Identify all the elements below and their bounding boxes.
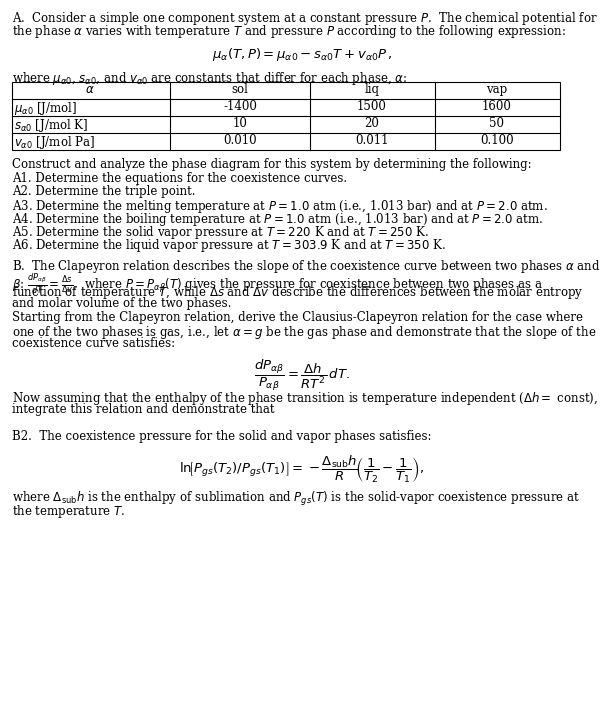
Text: vap: vap [486, 83, 508, 96]
Text: 0.100: 0.100 [480, 134, 514, 147]
Text: 20: 20 [365, 117, 379, 130]
Text: A.  Consider a simple one component system at a constant pressure $P$.  The chem: A. Consider a simple one component syste… [12, 10, 598, 27]
Text: -1400: -1400 [223, 100, 257, 113]
Text: B.  The Clapeyron relation describes the slope of the coexistence curve between : B. The Clapeyron relation describes the … [12, 258, 601, 275]
Text: $s_{\alpha 0}$ [J/mol K]: $s_{\alpha 0}$ [J/mol K] [14, 117, 88, 134]
Text: 50: 50 [489, 117, 505, 130]
Text: 0.011: 0.011 [355, 134, 389, 147]
Text: $v_{\alpha 0}$ [J/mol Pa]: $v_{\alpha 0}$ [J/mol Pa] [14, 134, 95, 151]
Bar [12, 82, 560, 150]
Text: A4. Determine the boiling temperature at $P = 1.0$ atm (i.e., 1.013 bar) and at : A4. Determine the boiling temperature at… [12, 211, 543, 228]
Text: the phase $\alpha$ varies with temperature $T$ and pressure $P$ according to the: the phase $\alpha$ varies with temperatu… [12, 23, 566, 40]
Text: $\mu_{\alpha 0}$ [J/mol]: $\mu_{\alpha 0}$ [J/mol] [14, 100, 77, 117]
Text: coexistence curve satisfies:: coexistence curve satisfies: [12, 337, 175, 350]
Text: one of the two phases is gas, i.e., let $\alpha = g$ be the gas phase and demons: one of the two phases is gas, i.e., let … [12, 324, 597, 341]
Text: 1600: 1600 [482, 100, 512, 113]
Text: $\dfrac{dP_{\alpha\beta}}{P_{\alpha\beta}} = \dfrac{\Delta h}{RT^2}\,dT.$: $\dfrac{dP_{\alpha\beta}}{P_{\alpha\beta… [254, 358, 350, 394]
Text: where $\mu_{\alpha 0}$, $s_{\alpha 0}$, and $v_{\alpha 0}$ are constants that di: where $\mu_{\alpha 0}$, $s_{\alpha 0}$, … [12, 70, 407, 87]
Text: $\beta$: $\frac{dP_{\alpha\beta}}{dT} = \frac{\Delta s}{\Delta v}$,  where $P = : $\beta$: $\frac{dP_{\alpha\beta}}{dT} = … [12, 271, 543, 296]
Text: 1500: 1500 [357, 100, 387, 113]
Text: A6. Determine the liquid vapor pressure at $T = 303.9$ K and at $T = 350$ K.: A6. Determine the liquid vapor pressure … [12, 237, 446, 254]
Text: 0.010: 0.010 [223, 134, 257, 147]
Text: $\alpha$: $\alpha$ [85, 83, 95, 96]
Text: the temperature $T$.: the temperature $T$. [12, 503, 125, 520]
Text: function of temperature $T$, while $\Delta s$ and $\Delta v$ describe the differ: function of temperature $T$, while $\Del… [12, 284, 583, 301]
Text: $\mu_\alpha(T, P) = \mu_{\alpha 0} - s_{\alpha 0}T + v_{\alpha 0}P\,,$: $\mu_\alpha(T, P) = \mu_{\alpha 0} - s_{… [212, 46, 392, 63]
Text: Construct and analyze the phase diagram for this system by determining the follo: Construct and analyze the phase diagram … [12, 158, 532, 171]
Text: sol: sol [232, 83, 249, 96]
Text: A5. Determine the solid vapor pressure at $T = 220$ K and at $T = 250$ K.: A5. Determine the solid vapor pressure a… [12, 224, 429, 241]
Text: $\mathrm{ln}\!\left[P_{gs}(T_2)/P_{gs}(T_1)\right] = -\dfrac{\Delta_{\mathrm{sub: $\mathrm{ln}\!\left[P_{gs}(T_2)/P_{gs}(T… [179, 454, 425, 485]
Text: and molar volume of the two phases.: and molar volume of the two phases. [12, 297, 231, 310]
Text: 10: 10 [232, 117, 247, 130]
Text: where $\Delta_{\mathrm{sub}}h$ is the enthalpy of sublimation and $P_{gs}(T)$ is: where $\Delta_{\mathrm{sub}}h$ is the en… [12, 490, 580, 508]
Text: integrate this relation and demonstrate that: integrate this relation and demonstrate … [12, 403, 275, 416]
Text: Now assuming that the enthalpy of the phase transition is temperature independen: Now assuming that the enthalpy of the ph… [12, 390, 598, 407]
Text: A2. Determine the triple point.: A2. Determine the triple point. [12, 185, 195, 198]
Text: Starting from the Clapeyron relation, derive the Clausius-Clapeyron relation for: Starting from the Clapeyron relation, de… [12, 311, 583, 324]
Text: B2.  The coexistence pressure for the solid and vapor phases satisfies:: B2. The coexistence pressure for the sol… [12, 430, 431, 443]
Text: A3. Determine the melting temperature at $P = 1.0$ atm (i.e., 1.013 bar) and at : A3. Determine the melting temperature at… [12, 198, 548, 215]
Text: liq: liq [364, 83, 379, 96]
Text: A1. Determine the equations for the coexistence curves.: A1. Determine the equations for the coex… [12, 172, 347, 185]
